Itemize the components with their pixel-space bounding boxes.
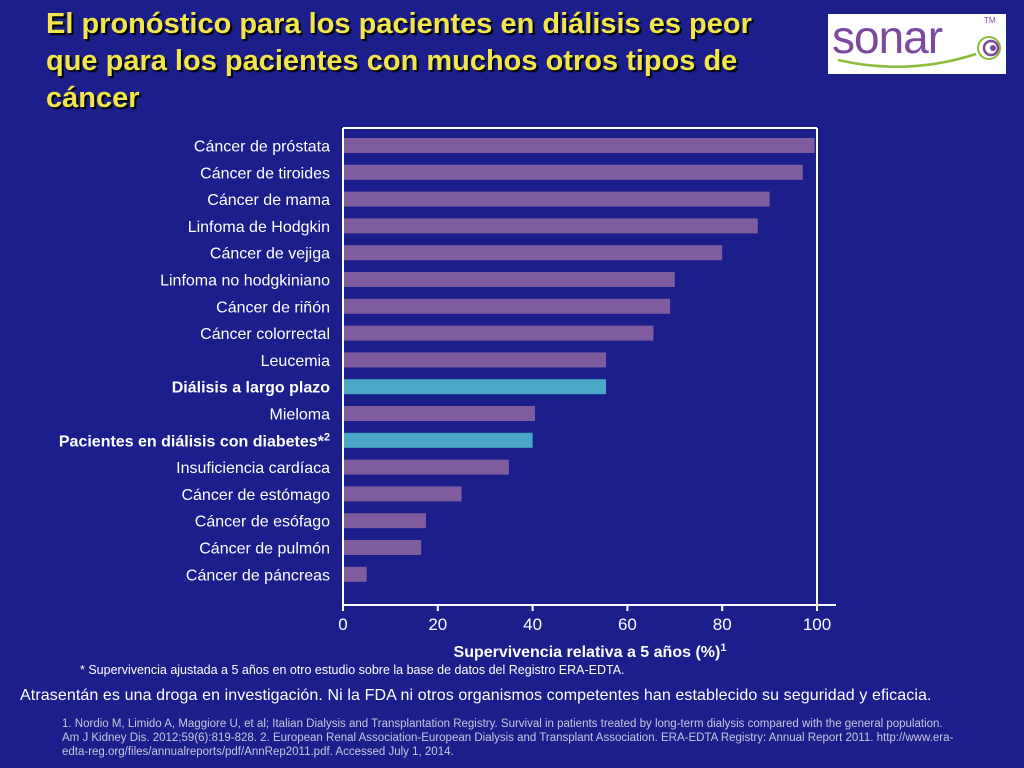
x-tick-label-3: 60 bbox=[618, 615, 637, 634]
bar-4 bbox=[343, 245, 723, 261]
x-tick-label-0: 0 bbox=[338, 615, 347, 634]
category-label-2: Cáncer de mama bbox=[207, 192, 330, 209]
category-superscript-11: 2 bbox=[324, 431, 330, 443]
logo-trademark: TM bbox=[984, 16, 996, 25]
bar-8 bbox=[343, 352, 607, 368]
sonar-logo: sonar TM bbox=[828, 11, 1006, 74]
category-label-3: Linfoma de Hodgkin bbox=[188, 219, 330, 236]
category-label-12: Insuficiencia cardíaca bbox=[176, 460, 330, 477]
bar-9 bbox=[343, 379, 607, 395]
category-label-15: Cáncer de pulmón bbox=[199, 541, 330, 558]
bar-5 bbox=[343, 272, 675, 287]
axis-layer: 0 20 40 60 80 100 Supervivencia relativa a 5 a… bbox=[338, 127, 836, 661]
category-label-6: Cáncer de riñón bbox=[216, 299, 330, 316]
x-axis-title: Supervivencia relativa a 5 años (%)1 bbox=[454, 642, 727, 661]
bar-16 bbox=[343, 566, 367, 582]
category-label-1: Cáncer de tiroides bbox=[200, 165, 330, 182]
survival-bar-chart: Cáncer de próstata Cáncer de tiroides Cánc… bbox=[59, 127, 836, 661]
logo-wordmark: sonar bbox=[832, 11, 943, 63]
x-tick-label-5: 100 bbox=[803, 615, 831, 634]
slide-title: El pronóstico para los pacientes en diál… bbox=[46, 8, 752, 114]
category-label-11: Pacientes en diálisis con diabetes*2 bbox=[59, 431, 330, 450]
bar-6 bbox=[343, 298, 671, 314]
category-label-7: Cáncer colorrectal bbox=[200, 326, 330, 343]
category-label-10: Mieloma bbox=[270, 407, 331, 424]
category-label-8: Leucemia bbox=[261, 353, 330, 370]
logo-swoosh-icon bbox=[837, 36, 1001, 68]
bars-layer bbox=[343, 138, 815, 582]
bar-11 bbox=[343, 432, 533, 448]
references: 1. Nordio M, Limido A, Maggiore U, et al… bbox=[62, 718, 954, 758]
x-tick-label-4: 80 bbox=[713, 615, 732, 634]
category-label-14: Cáncer de esófago bbox=[195, 514, 330, 531]
bar-14 bbox=[343, 513, 426, 529]
bar-10 bbox=[343, 406, 535, 421]
x-axis-title-superscript: 1 bbox=[720, 642, 726, 654]
bar-3 bbox=[343, 218, 758, 234]
category-label-9: Diálisis a largo plazo bbox=[172, 380, 331, 397]
bar-1 bbox=[343, 164, 803, 180]
category-labels-layer: Cáncer de próstata Cáncer de tiroides Cánc… bbox=[59, 139, 330, 585]
disclaimer: Atrasentán es una droga en investigación… bbox=[20, 687, 932, 704]
bar-13 bbox=[343, 486, 462, 502]
x-tick-label-2: 40 bbox=[523, 615, 542, 634]
bar-15 bbox=[343, 540, 422, 555]
x-tick-label-1: 20 bbox=[428, 615, 447, 634]
bar-0 bbox=[343, 138, 815, 153]
bar-12 bbox=[343, 459, 509, 475]
bar-2 bbox=[343, 191, 770, 207]
category-label-0: Cáncer de próstata bbox=[194, 139, 330, 156]
category-label-13: Cáncer de estómago bbox=[181, 487, 330, 504]
category-label-16: Cáncer de páncreas bbox=[186, 567, 330, 584]
category-label-4: Cáncer de vejiga bbox=[210, 246, 330, 263]
bar-7 bbox=[343, 325, 654, 341]
category-label-5: Linfoma no hodgkiniano bbox=[160, 273, 330, 290]
footnote: * Supervivencia ajustada a 5 años en otr… bbox=[80, 663, 625, 677]
